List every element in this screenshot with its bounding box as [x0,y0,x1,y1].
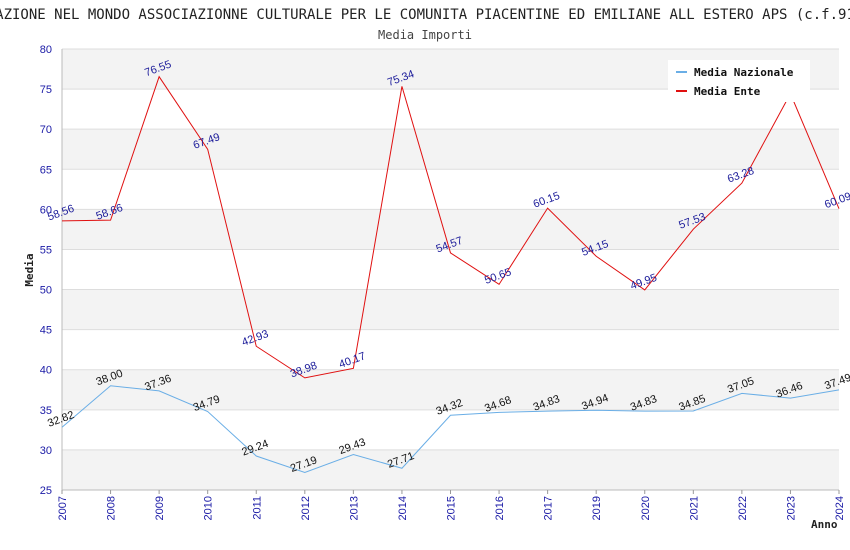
x-tick-label: 2023 [785,496,797,520]
y-tick-label: 35 [40,405,52,417]
y-tick-label: 80 [40,44,52,56]
x-tick-label: 2022 [737,496,749,520]
x-tick-label: 2009 [154,496,166,520]
legend-box [668,60,810,102]
x-tick-label: 2015 [446,496,458,520]
x-tick-label: 2011 [251,496,263,520]
series-line-media-ente [61,75,840,379]
grid-band [62,209,839,250]
grid-band [62,289,839,330]
x-tick-label: 2016 [494,496,506,520]
axes: 25 30 35 40 45 50 55 60 65 70 75 80 2007 2008 2009 2010… [40,44,846,520]
x-tick-label: 2020 [640,496,652,520]
grid-bands [62,48,839,491]
legend-label: Media Ente [694,85,761,98]
grid-band [62,249,839,290]
x-tick-label: 2014 [397,496,409,520]
y-tick-label: 60 [40,204,52,216]
legend-label: Media Nazionale [694,66,794,79]
grid-band [62,169,839,210]
legend: Media Nazionale Media Ente [668,60,810,102]
y-tick-label: 65 [40,164,52,176]
grid-band [62,409,839,450]
x-tick-label: 2007 [57,496,69,520]
grid-band [62,329,839,370]
y-tick-label: 70 [40,124,52,136]
grid-band [62,129,839,170]
grid-band [62,369,839,410]
y-tick-label: 45 [40,325,52,337]
x-tick-label: 2017 [543,496,555,520]
y-tick-label: 55 [40,244,52,256]
chart-title: AZIONE NEL MONDO ASSOCIAZIONNE CULTURALE… [0,7,850,23]
y-tick-label: 40 [40,365,52,377]
x-tick-label: 2013 [348,496,360,520]
series-layer [61,75,840,473]
x-tick-label: 2021 [688,496,700,520]
x-tick-label: 2024 [834,496,846,520]
x-tick-label: 2008 [106,496,118,520]
y-axis-label: Media [23,253,36,286]
y-tick-label: 30 [40,445,52,457]
chart-subtitle: Media Importi [378,28,472,42]
x-tick-label: 2019 [591,496,603,520]
y-tick-label: 25 [40,485,52,497]
y-tick-label: 75 [40,84,52,96]
x-tick-label: 2012 [300,496,312,520]
grid-band [62,449,839,490]
x-axis-label: Anno [811,518,838,531]
series-line-media-nazionale [61,385,840,473]
y-tick-label: 50 [40,285,52,297]
x-tick-label: 2010 [203,496,215,520]
